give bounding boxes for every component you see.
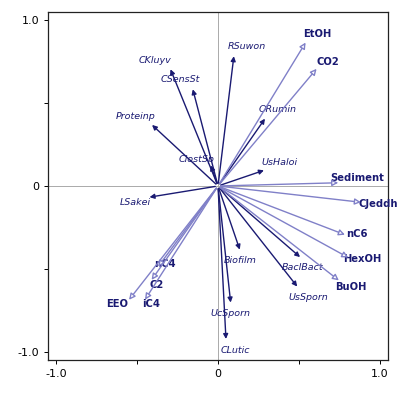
Text: C2: C2 bbox=[149, 280, 164, 290]
Text: CO2: CO2 bbox=[317, 57, 340, 67]
Text: EEO: EEO bbox=[107, 299, 129, 309]
Text: CKluyv: CKluyv bbox=[138, 56, 171, 64]
Text: HexOH: HexOH bbox=[343, 254, 381, 264]
Text: Biofilm: Biofilm bbox=[224, 256, 257, 265]
Text: CSensSt: CSensSt bbox=[161, 76, 200, 84]
Text: CLutic: CLutic bbox=[221, 346, 250, 354]
Text: nC6: nC6 bbox=[346, 229, 368, 239]
Text: nC4: nC4 bbox=[154, 259, 175, 269]
Text: UsHaloi: UsHaloi bbox=[262, 158, 298, 167]
Text: UcSporn: UcSporn bbox=[211, 309, 251, 318]
Text: UsSporn: UsSporn bbox=[289, 292, 328, 302]
Text: CJeddh: CJeddh bbox=[358, 199, 398, 209]
Text: Proteinp: Proteinp bbox=[116, 112, 155, 121]
Text: ClostSp: ClostSp bbox=[179, 155, 215, 164]
Text: LSakei: LSakei bbox=[120, 198, 151, 207]
Text: iC4: iC4 bbox=[143, 299, 161, 309]
Text: EtOH: EtOH bbox=[303, 28, 331, 38]
Text: BaclBact: BaclBact bbox=[281, 263, 323, 272]
Text: RSuwon: RSuwon bbox=[228, 42, 266, 51]
Text: ORumin: ORumin bbox=[259, 105, 297, 114]
Text: BuOH: BuOH bbox=[335, 282, 366, 292]
Text: Sediment: Sediment bbox=[330, 173, 384, 183]
